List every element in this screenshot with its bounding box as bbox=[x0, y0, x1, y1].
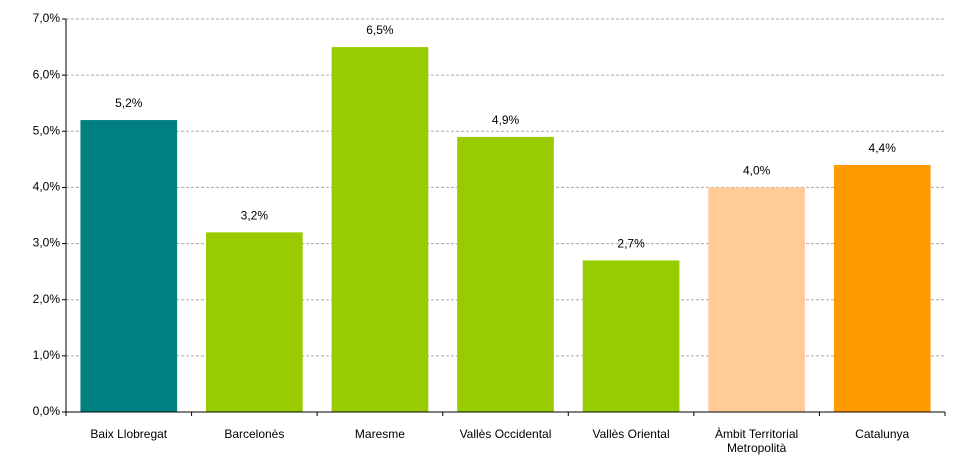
data-label: 4,0% bbox=[743, 164, 771, 178]
x-tick-label: Vallès Oriental bbox=[592, 427, 670, 441]
bar bbox=[708, 187, 805, 412]
bar bbox=[206, 232, 303, 412]
x-tick-label: Barcelonès bbox=[224, 427, 285, 441]
y-tick-label: 0,0% bbox=[33, 404, 61, 418]
x-tick-label: Maresme bbox=[354, 427, 405, 441]
x-tick-label: Vallès Occidental bbox=[459, 427, 552, 441]
y-tick-label: 2,0% bbox=[33, 292, 61, 306]
x-tick-label: Àmbit Territorial Metropolità bbox=[715, 427, 799, 455]
data-label: 5,2% bbox=[115, 96, 143, 110]
bar bbox=[80, 120, 178, 413]
data-label: 4,4% bbox=[869, 141, 897, 155]
bar bbox=[457, 136, 554, 412]
y-tick-label: 3,0% bbox=[33, 236, 61, 250]
data-label: 2,7% bbox=[617, 237, 645, 251]
data-label: 3,2% bbox=[241, 209, 269, 223]
y-tick-label: 6,0% bbox=[33, 67, 61, 81]
bar bbox=[582, 260, 680, 412]
bar bbox=[833, 164, 931, 412]
y-tick-label: 4,0% bbox=[33, 180, 61, 194]
y-tick-label: 5,0% bbox=[33, 123, 61, 137]
x-tick-label: Baix Llobregat bbox=[90, 427, 168, 441]
bar bbox=[331, 47, 429, 412]
y-tick-label: 1,0% bbox=[33, 348, 61, 362]
x-tick-label: Catalunya bbox=[855, 427, 910, 441]
y-tick-label: 7,0% bbox=[33, 11, 61, 25]
data-label: 4,9% bbox=[492, 113, 520, 127]
data-label: 6,5% bbox=[366, 23, 394, 37]
